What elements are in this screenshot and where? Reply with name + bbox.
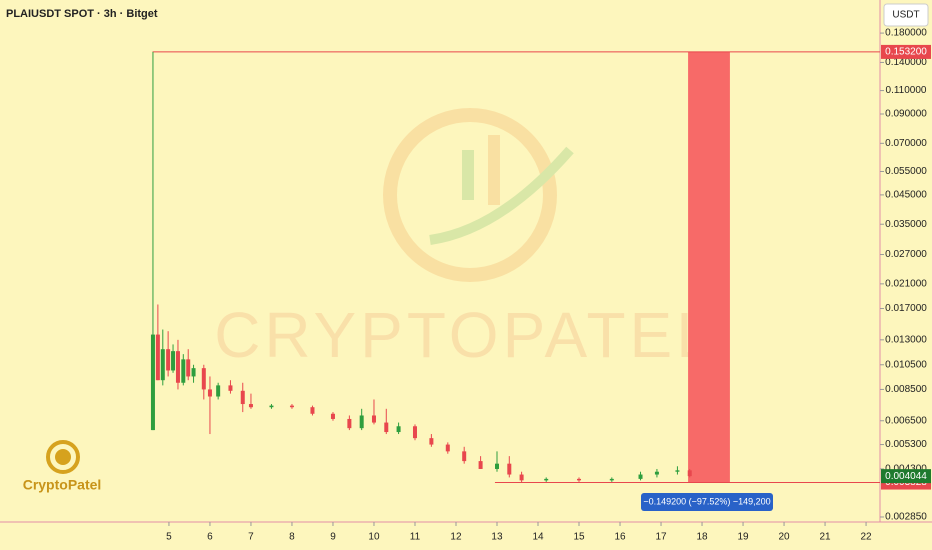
candle-body [289,405,294,408]
y-tick-label: 0.070000 [885,138,927,149]
candle-body [654,471,659,475]
y-tick-label: 0.010500 [885,359,927,370]
x-tick-label: 14 [532,532,544,543]
candle-body [359,415,364,429]
candle-body [269,405,274,408]
y-tick-label: 0.140000 [885,57,927,68]
candle-body [347,418,352,429]
y-tick-label: 0.045000 [885,190,927,201]
candle-body [175,351,180,383]
y-tick-label: 0.004300 [885,464,927,475]
last-price-tag [881,469,931,484]
candle-body [166,349,171,371]
candle-body [462,451,467,462]
y-tick-label: 0.055000 [885,166,927,177]
currency-box [883,3,929,27]
x-tick-label: 22 [860,532,872,543]
candle-body [494,463,499,469]
candle-body [240,390,245,405]
y-tick-label: 0.005300 [885,439,927,450]
y-tick-label: 0.002850 [885,512,927,523]
candle-body [577,478,582,481]
x-tick-label: 13 [491,532,503,543]
price-tag-label: 0.153200 [885,47,927,58]
measure-label: −0.149200 (−97.52%) −149,200 [643,496,770,506]
logo [46,440,80,474]
candle-body [216,385,221,397]
chart-title: PLAIUSDT SPOT · 3h · Bitget [6,8,158,20]
x-tick-label: 8 [289,532,295,543]
candle-body [429,438,434,445]
candle-body [609,478,614,481]
short-zone [688,51,730,483]
watermark-text: CRYPTOPATEL [214,299,716,371]
x-tick-label: 12 [450,532,462,543]
last-price-label: 0.004044 [885,471,927,482]
y-tick-label: 0.180000 [885,28,927,39]
x-tick-label: 7 [248,532,254,543]
candle-body [228,385,233,391]
price-tag [881,44,931,59]
y-tick-label: 0.110000 [886,85,927,96]
y-tick-label: 0.013000 [885,334,927,345]
candle-body [544,478,549,481]
candle-body [191,368,196,377]
logo-text: CryptoPatel [23,477,102,493]
x-tick-label: 18 [696,532,708,543]
y-tick-label: 0.027000 [885,249,927,260]
candle-body [638,474,643,479]
candle-body [248,404,253,408]
x-tick-label: 16 [614,532,626,543]
y-tick-label: 0.021000 [885,279,927,290]
candle-body [687,470,692,477]
x-tick-label: 10 [368,532,380,543]
candle-body [412,426,417,439]
y-tick-label: 0.006500 [885,415,927,426]
candle-body [384,422,389,433]
candle-body [396,426,401,433]
candle-body [310,407,315,414]
x-tick-label: 15 [573,532,585,543]
currency: USDT [892,10,919,21]
candle-body [445,444,450,452]
candle-body [507,463,512,475]
y-tick-label: 0.017000 [885,303,927,314]
candle-body [171,351,176,371]
y-tick-label: 0.090000 [885,109,927,120]
x-tick-label: 6 [207,532,213,543]
x-tick-label: 20 [778,532,790,543]
x-tick-label: 19 [737,532,749,543]
candle-body [186,359,191,377]
y-tick-label: 0.008500 [885,384,927,395]
candle-body [201,368,206,390]
watermark-logo [383,108,574,282]
measure-box [641,493,773,511]
x-tick-label: 5 [166,532,172,543]
candle-body [330,413,335,419]
x-tick-label: 9 [330,532,336,543]
y-tick-label: 0.035000 [885,219,927,230]
candle-body [150,334,155,431]
candle-body [478,461,483,469]
x-tick-label: 17 [655,532,667,543]
candle-body [207,389,212,397]
candle-body [155,334,160,381]
candle-body [519,474,524,481]
candle-body [675,470,680,472]
x-tick-label: 21 [819,532,831,543]
candle-body [181,359,186,383]
candle-body [371,415,376,423]
candle-body [160,349,165,381]
x-tick-label: 11 [410,532,421,543]
